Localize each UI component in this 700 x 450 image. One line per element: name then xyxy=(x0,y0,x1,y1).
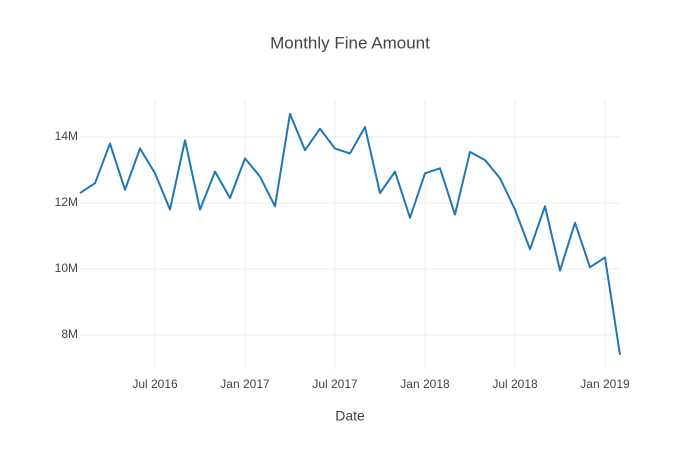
data-line xyxy=(79,112,621,355)
y-tick-label: 14M xyxy=(55,129,78,143)
x-axis-title: Date xyxy=(335,408,365,424)
y-tick-label: 12M xyxy=(55,195,78,209)
chart-title: Monthly Fine Amount xyxy=(270,33,430,52)
y-tick-label: 8M xyxy=(61,327,78,341)
x-tick-label: Jul 2016 xyxy=(132,377,178,391)
x-tick-label: Jul 2018 xyxy=(492,377,538,391)
y-tick-label: 10M xyxy=(55,261,78,275)
x-tick-label: Jan 2017 xyxy=(220,377,270,391)
x-tick-label: Jul 2017 xyxy=(312,377,358,391)
x-tick-label: Jan 2018 xyxy=(400,377,450,391)
x-tick-label: Jan 2019 xyxy=(580,377,630,391)
